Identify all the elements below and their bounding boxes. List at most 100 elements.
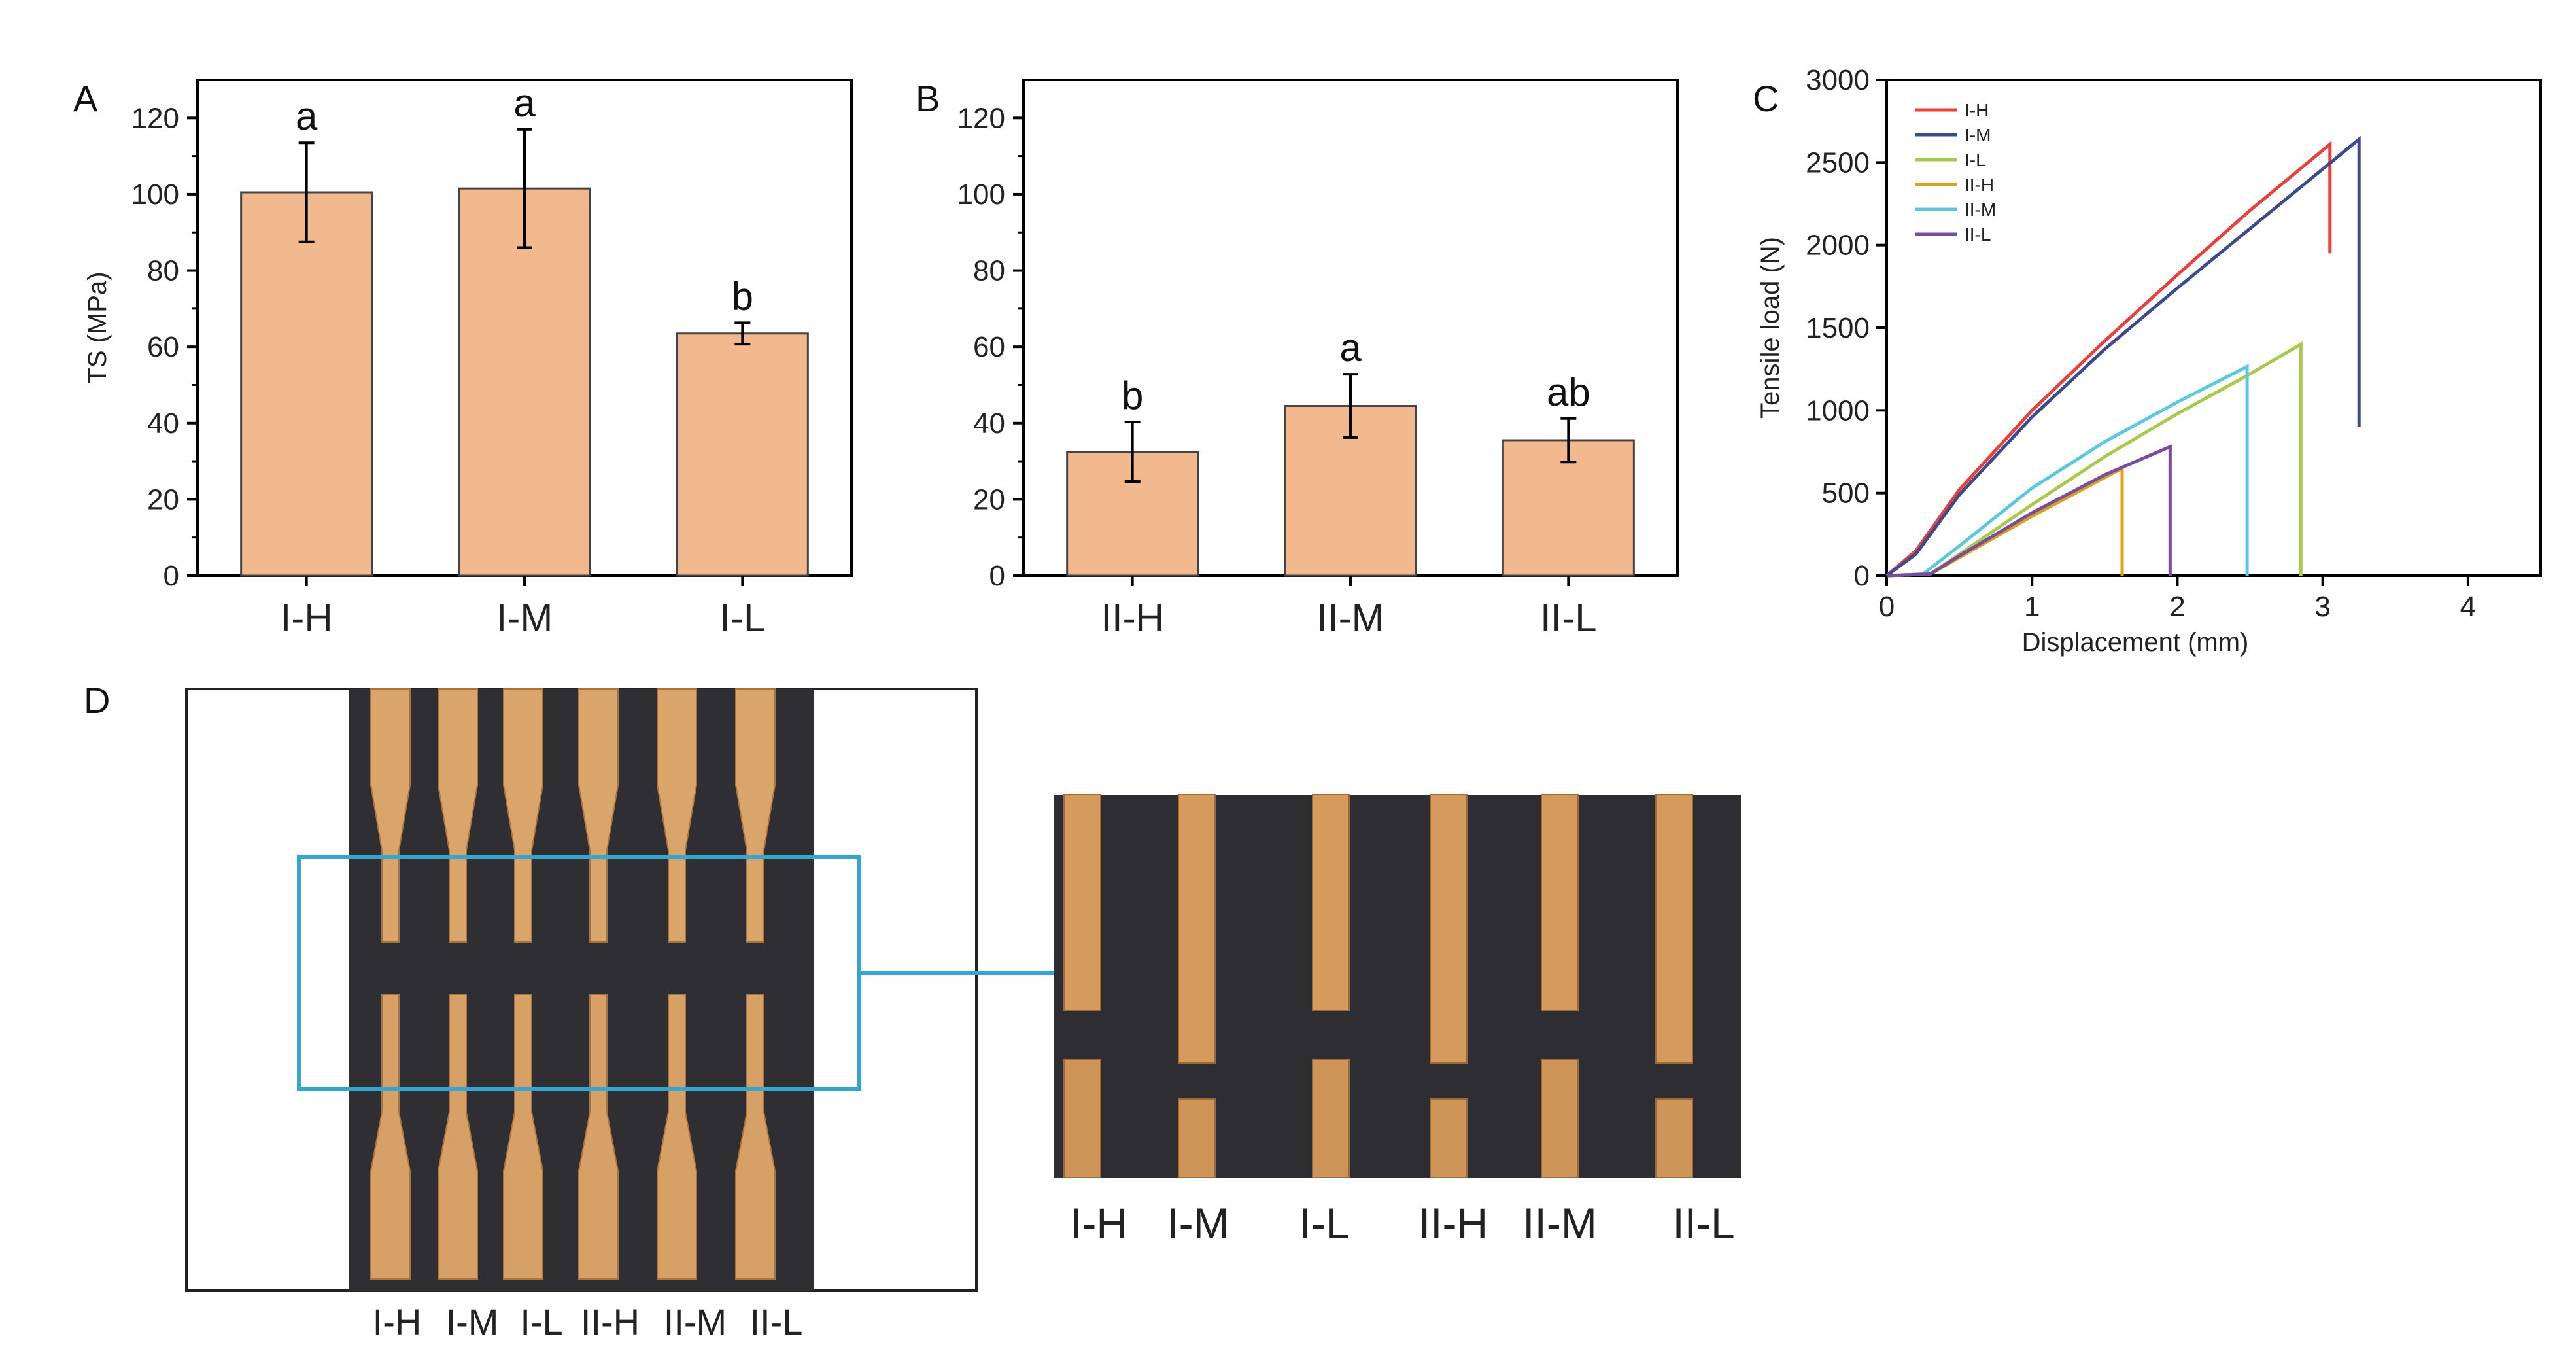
- specimen-label: II-L: [750, 1301, 803, 1342]
- series-line-I-M: [1885, 135, 2361, 578]
- zoom-specimen-label: II-H: [1418, 1199, 1488, 1248]
- panel-label-b: B: [916, 78, 940, 119]
- zoom-specimen-label: I-M: [1167, 1199, 1229, 1248]
- y-tick-label: 100: [957, 179, 1005, 211]
- x-tick-label: 4: [2460, 591, 2476, 623]
- specimen-zoom-bottom: [1178, 1098, 1216, 1178]
- x-category-label: I-H: [281, 596, 333, 640]
- specimen-bottom: [657, 994, 697, 1280]
- bar-I-M: [458, 187, 591, 577]
- y-tick-label: 3000: [1806, 64, 1870, 96]
- significance-letter: a: [513, 81, 536, 125]
- significance-letter: ab: [1547, 370, 1590, 414]
- specimen-label: I-H: [373, 1301, 422, 1342]
- specimen-sticks-left: [370, 688, 776, 1280]
- specimen-zoom-bottom: [1430, 1098, 1468, 1178]
- bar-I-L: [676, 332, 809, 577]
- specimen-bottom: [503, 994, 543, 1280]
- x-axis-title: Displacement (mm): [2022, 628, 2249, 657]
- photo-panel-d: I-H I-M I-L II-H II-M II-L I-H I-M I-L II-H II-M I…: [185, 688, 1741, 1342]
- chart-panel-b: 0 20 40 60 80 100 120 II-H b II-M a II-L ab: [957, 79, 1679, 640]
- photo-labels-right: I-H I-M I-L II-H II-M II-L: [1070, 1199, 1735, 1248]
- significance-letter: a: [1339, 326, 1362, 370]
- y-tick-label: 2500: [1806, 147, 1870, 179]
- specimen-label: II-H: [581, 1301, 640, 1342]
- specimen-top: [735, 688, 776, 943]
- y-tick-label: 1000: [1806, 394, 1870, 427]
- series-line-II-L: [1886, 444, 2172, 578]
- chart-panel-c: 0 500 1000 1500 2000 2500 3000 0 1 2 3 4 Displacemen…: [1756, 64, 2542, 657]
- y-tick-label: 0: [1854, 560, 1870, 592]
- chart-panel-a: 0 20 40 60 80 100 120 I-H a I-M a I-L b TS (MPa): [83, 79, 853, 640]
- y-tick-label: 40: [147, 408, 179, 440]
- specimen-bottom: [578, 994, 619, 1280]
- y-tick-label: 40: [973, 408, 1005, 440]
- y-axis-title: TS (MPa): [83, 271, 112, 383]
- specimen-bottom: [735, 994, 776, 1280]
- y-tick-label: 120: [957, 102, 1005, 134]
- legend-label: II-L: [1965, 224, 1991, 245]
- specimen-label: I-M: [446, 1301, 499, 1342]
- specimen-top: [503, 688, 543, 943]
- specimen-top: [370, 688, 411, 943]
- y-tick-label: 20: [973, 483, 1005, 515]
- panel-label-c: C: [1753, 78, 1779, 119]
- specimen-top: [438, 688, 478, 943]
- specimen-label: I-L: [520, 1301, 562, 1342]
- x-category-label: II-L: [1540, 596, 1597, 640]
- zoom-specimen-label: I-H: [1070, 1199, 1127, 1248]
- panel-label-a: A: [73, 78, 98, 119]
- series-line-I-H: [1885, 141, 2332, 577]
- significance-letter: b: [732, 274, 753, 318]
- y-tick-label: 80: [147, 255, 179, 287]
- x-category-label: II-M: [1316, 596, 1384, 640]
- specimen-zoom-top: [1063, 794, 1101, 1011]
- y-tick-label: 500: [1822, 478, 1870, 510]
- specimen-zoom-top: [1312, 794, 1350, 1011]
- series-line-I-L: [1886, 341, 2303, 578]
- legend-label: I-L: [1965, 150, 1986, 170]
- x-tick-label: 3: [2314, 591, 2330, 623]
- specimen-bottom: [438, 994, 478, 1280]
- y-tick-label: 60: [147, 331, 179, 363]
- x-category-label: I-M: [496, 596, 553, 640]
- x-tick-label: 0: [1879, 591, 1895, 623]
- specimen-top: [657, 688, 697, 943]
- y-tick-label: 100: [131, 179, 179, 211]
- specimen-sticks-right: [1063, 794, 1693, 1178]
- y-tick-label: 1500: [1806, 312, 1870, 344]
- y-tick-label: 60: [973, 331, 1005, 363]
- specimen-label: II-M: [664, 1301, 727, 1342]
- legend-label: II-H: [1965, 175, 1994, 195]
- significance-letter: b: [1122, 374, 1143, 417]
- specimen-zoom-top: [1178, 794, 1216, 1064]
- legend-label: II-M: [1965, 200, 1996, 220]
- specimen-bottom: [370, 994, 411, 1280]
- y-axis-title: Tensile load (N): [1756, 237, 1785, 419]
- specimen-zoom-top: [1541, 794, 1579, 1011]
- photo-zoom-right: [1054, 795, 1741, 1178]
- specimen-zoom-top: [1655, 794, 1693, 1064]
- zoom-specimen-label: II-M: [1522, 1199, 1597, 1248]
- legend-label: I-H: [1965, 100, 1989, 120]
- photo-labels-left: I-H I-M I-L II-H II-M II-L: [373, 1301, 803, 1342]
- y-tick-label: 120: [131, 102, 179, 134]
- bar-I-H: [240, 191, 373, 577]
- significance-letter: a: [296, 94, 318, 138]
- series-line-II-M: [1886, 364, 2249, 578]
- x-category-label: II-H: [1101, 596, 1164, 640]
- specimen-zoom-bottom: [1541, 1059, 1579, 1178]
- y-tick-label: 0: [989, 560, 1005, 592]
- zoom-specimen-label: I-L: [1299, 1199, 1349, 1248]
- specimen-top: [578, 688, 619, 943]
- zoom-specimen-label: II-L: [1672, 1199, 1734, 1248]
- panel-label-d: D: [84, 680, 110, 721]
- legend-label: I-M: [1965, 125, 1991, 145]
- y-tick-label: 2000: [1806, 230, 1870, 262]
- specimen-zoom-top: [1430, 794, 1468, 1064]
- x-tick-label: 2: [2169, 591, 2185, 623]
- x-tick-label: 1: [2024, 591, 2040, 623]
- specimen-zoom-bottom: [1655, 1098, 1693, 1178]
- y-tick-label: 0: [163, 560, 179, 592]
